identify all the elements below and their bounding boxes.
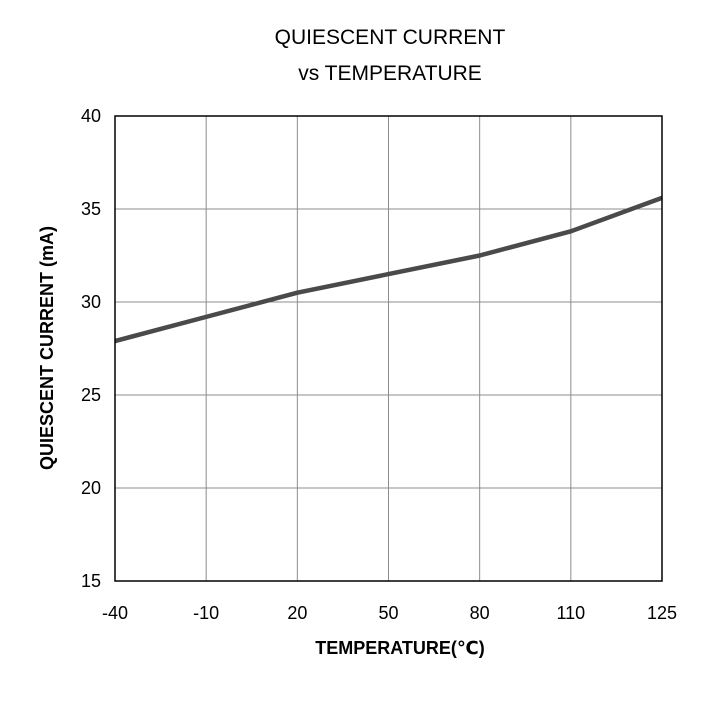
y-tick-label: 40	[81, 106, 101, 126]
x-tick-label: 110	[556, 603, 585, 623]
series-layer	[114, 195, 663, 344]
y-tick-label: 15	[81, 571, 101, 591]
y-tick-label: 35	[81, 199, 101, 219]
x-tick-label: -10	[193, 603, 219, 623]
x-tick-label: 80	[470, 603, 490, 623]
chart-title-line-2: vs TEMPERATURE	[298, 62, 482, 85]
x-tick-label: -40	[102, 603, 128, 623]
x-tick-labels: -40 -10 20 50 80 110 125	[102, 603, 677, 623]
x-axis-label: TEMPERATURE(℃)	[315, 638, 484, 658]
series-line	[114, 195, 663, 344]
y-tick-label: 30	[81, 292, 101, 312]
x-tick-label: 125	[647, 603, 677, 623]
plot-frame	[114, 115, 663, 582]
x-tick-label: 20	[287, 603, 307, 623]
x-tick-label: 50	[378, 603, 398, 623]
y-tick-labels: 15 20 25 30 35 40	[81, 106, 101, 591]
y-axis-label: QUIESCENT CURRENT (mA)	[37, 226, 57, 470]
chart-title-line-1: QUIESCENT CURRENT	[275, 26, 506, 49]
gridlines	[115, 116, 662, 581]
y-tick-label: 20	[81, 478, 101, 498]
y-tick-label: 25	[81, 385, 101, 405]
